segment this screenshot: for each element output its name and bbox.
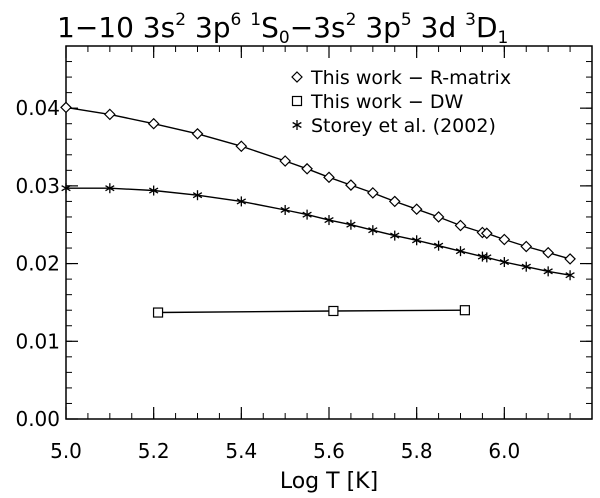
data-point-storey [324, 215, 334, 226]
data-point-r-matrix [454, 219, 467, 232]
x-tick-label: 6.0 [488, 439, 520, 463]
legend-label-r-matrix: This work − R-matrix [310, 67, 511, 89]
legend-symbol-dw [291, 95, 303, 107]
data-point-storey [280, 204, 290, 215]
data-point-r-matrix [388, 195, 401, 208]
data-point-storey [368, 225, 378, 236]
legend-label-storey: Storey et al. (2002) [311, 115, 496, 137]
data-point-r-matrix [103, 108, 116, 121]
data-point-r-matrix [498, 233, 511, 246]
y-tick-label: 0.00 [15, 407, 60, 431]
y-tick-label: 0.01 [15, 329, 60, 353]
legend-label-dw: This work − DW [310, 91, 463, 113]
x-axis-label: Log T [K] [280, 469, 378, 494]
data-point-storey [455, 246, 466, 257]
axis-ticks [65, 45, 593, 420]
data-point-dw [152, 307, 164, 318]
x-tick-label: 5.2 [138, 439, 170, 463]
chart-title: 1−10 3s2 3p6 1S0−3s2 3p5 3d 3D1 [57, 10, 508, 48]
data-point-r-matrix [191, 127, 204, 140]
data-point-storey [521, 261, 531, 272]
data-point-storey [148, 185, 159, 196]
data-point-storey [499, 257, 510, 268]
legend-marker-storey [292, 120, 302, 130]
series-line-dw [157, 309, 465, 314]
data-point-r-matrix [432, 211, 445, 223]
data-point-r-matrix [542, 246, 555, 259]
data-point-r-matrix [564, 253, 576, 265]
data-point-storey [433, 240, 444, 251]
y-tick-label: 0.04 [15, 96, 60, 120]
y-tick-label: 0.03 [15, 174, 60, 198]
data-point-r-matrix [147, 117, 160, 130]
series-lines [65, 106, 571, 314]
data-point-storey [565, 270, 575, 281]
data-point-storey [236, 196, 247, 207]
data-point-r-matrix [60, 101, 72, 114]
y-tick-label: 0.02 [15, 252, 60, 276]
x-tick-label: 5.8 [401, 439, 433, 463]
series-line-storey [66, 187, 571, 276]
data-point-storey [302, 209, 312, 220]
data-point-r-matrix [345, 179, 357, 191]
axis-tick-labels: 5.0 5.2 5.4 5.6 5.8 6.0 0.00 0.01 0.02 0.03 0.04 [15, 96, 520, 463]
x-tick-label: 5.0 [50, 439, 82, 463]
x-tick-label: 5.6 [313, 439, 345, 463]
data-point-r-matrix [520, 240, 533, 253]
data-point-r-matrix [366, 187, 379, 199]
data-point-r-matrix [301, 162, 313, 175]
data-point-r-matrix [410, 203, 423, 216]
data-point-storey [346, 219, 356, 230]
data-point-storey [390, 230, 400, 241]
data-point-dw [459, 305, 470, 316]
legend: This work − R-matrix This work − DW Stor… [291, 67, 511, 137]
x-tick-label: 5.4 [225, 439, 257, 463]
data-point-r-matrix [480, 227, 493, 240]
data-point-storey [543, 266, 553, 277]
data-point-storey [192, 190, 203, 201]
legend-marker-dw [291, 95, 303, 107]
data-point-storey [61, 183, 71, 194]
legend-marker-r-matrix [291, 71, 303, 83]
data-point-r-matrix [279, 155, 292, 167]
series-markers [60, 101, 576, 318]
data-point-r-matrix [323, 171, 335, 184]
legend-symbol-r-matrix [291, 71, 303, 83]
legend-symbol-storey [292, 120, 302, 130]
data-point-dw [328, 305, 339, 317]
data-point-r-matrix [235, 140, 248, 153]
data-point-storey [105, 183, 115, 194]
data-point-storey [411, 235, 422, 246]
data-point-storey [482, 252, 492, 263]
